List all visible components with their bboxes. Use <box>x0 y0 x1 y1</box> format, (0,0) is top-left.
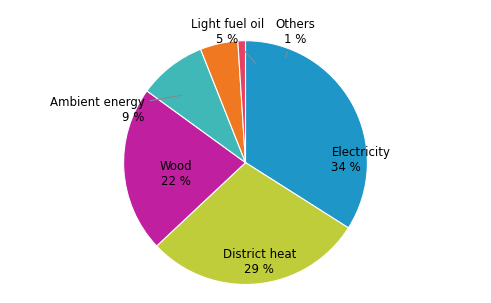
Wedge shape <box>147 49 246 163</box>
Text: District heat
29 %: District heat 29 % <box>222 248 296 276</box>
Wedge shape <box>238 41 246 163</box>
Text: Light fuel oil
5 %: Light fuel oil 5 % <box>191 18 264 64</box>
Wedge shape <box>201 41 246 163</box>
Text: Others
1 %: Others 1 % <box>275 18 315 58</box>
Text: Electricity
34 %: Electricity 34 % <box>331 146 390 174</box>
Wedge shape <box>124 91 246 246</box>
Text: Ambient energy
9 %: Ambient energy 9 % <box>50 95 182 124</box>
Text: Wood
22 %: Wood 22 % <box>160 160 192 188</box>
Wedge shape <box>246 41 367 228</box>
Wedge shape <box>157 163 349 285</box>
